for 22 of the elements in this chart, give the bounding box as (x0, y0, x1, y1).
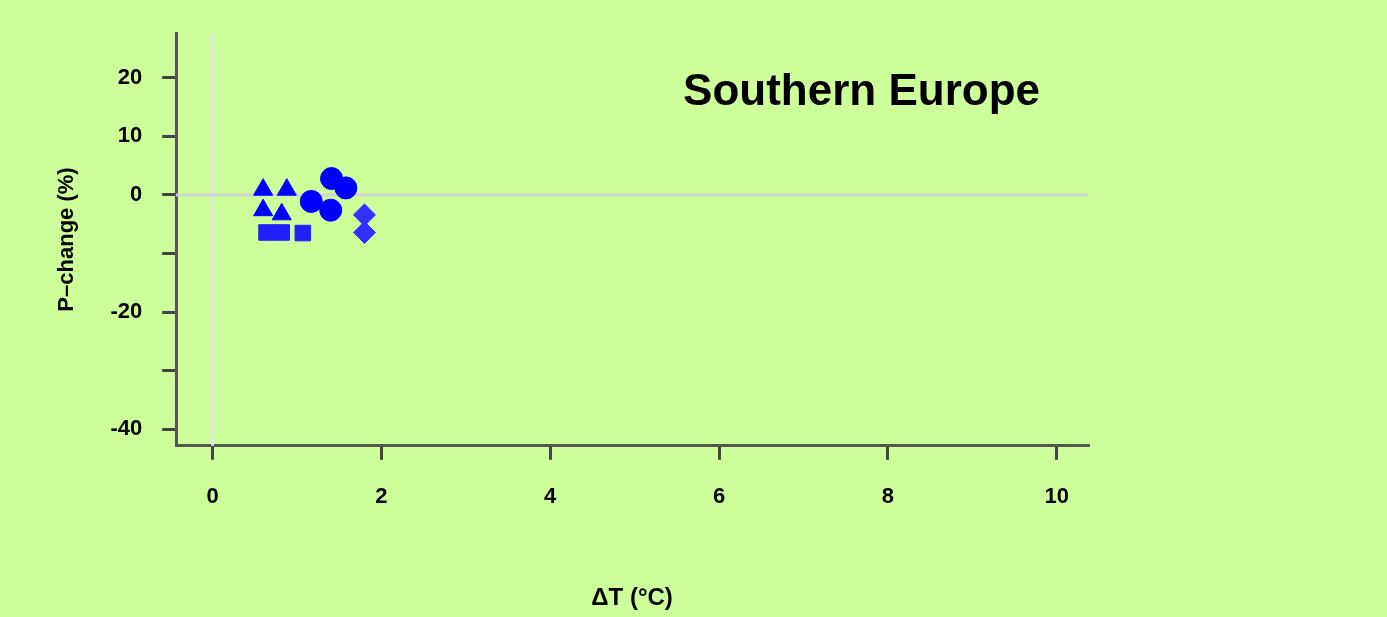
x-tick-label: 10 (1044, 483, 1069, 509)
y-tick-label: 20 (117, 63, 143, 89)
y-tick-label: -40 (110, 415, 143, 441)
point (352, 203, 376, 227)
y-tick-label: -20 (110, 298, 143, 324)
point (334, 176, 358, 200)
point (352, 220, 376, 244)
point (299, 189, 323, 213)
x-tick-label: 0 (206, 483, 219, 509)
x-tick-label: 6 (712, 483, 726, 509)
point (258, 224, 275, 241)
y-tick-label: 10 (117, 122, 143, 148)
y-tick-label: 0 (129, 181, 143, 207)
x-tick-label: 8 (881, 483, 895, 509)
y-axis-title: P–change (%) (53, 167, 79, 312)
x-tick-label: 4 (544, 483, 558, 509)
x-tick-label: 2 (375, 483, 388, 509)
point (273, 224, 291, 241)
text: Southern Europe (683, 65, 1040, 115)
point (319, 198, 343, 222)
x-axis-title: ΔT (°C) (591, 583, 673, 611)
point (294, 224, 312, 242)
